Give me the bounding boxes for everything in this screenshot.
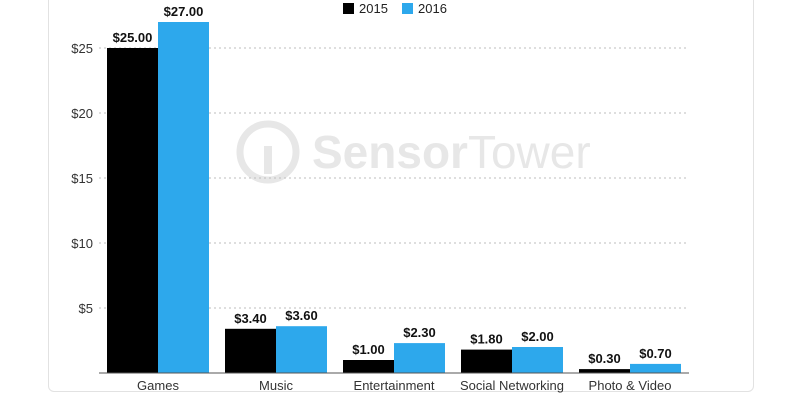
y-tick-label: $25 (71, 41, 93, 56)
y-tick-label: $20 (71, 106, 93, 121)
data-label: $1.00 (352, 342, 385, 357)
y-tick-label: $10 (71, 236, 93, 251)
x-tick-label: Photo & Video (589, 378, 672, 393)
bar-2016-1 (276, 326, 327, 373)
grid-lines (99, 47, 689, 309)
y-tick-label: $15 (71, 171, 93, 186)
bars: $25.00 $27.00 $3.40 $3.60 $1.00 $2.30 $1.80 $2.… (107, 4, 681, 373)
x-tick-label: Social Networking (460, 378, 564, 393)
bar-2016-0 (158, 22, 209, 373)
watermark-text-tower: Tower (468, 126, 591, 178)
x-tick-label: Entertainment (354, 378, 435, 393)
bar-2015-1 (225, 328, 276, 373)
data-label: $0.30 (588, 351, 621, 366)
data-label: $3.60 (285, 308, 318, 323)
bar-2016-3 (512, 347, 563, 373)
data-label: $2.00 (521, 329, 554, 344)
watermark-text-sensor: Sensor (312, 126, 468, 178)
y-axis: $5 $10 $15 $20 $25 (71, 41, 93, 316)
legend-swatch-2016 (402, 3, 413, 14)
bar-2016-2 (394, 343, 445, 373)
x-tick-label: Games (137, 378, 179, 393)
bar-2015-4 (579, 369, 630, 373)
data-label: $27.00 (164, 4, 204, 19)
bar-2015-3 (461, 349, 512, 373)
data-label: $0.70 (639, 346, 672, 361)
watermark-logo-icon (236, 120, 300, 184)
legend: 2015 2016 (343, 1, 447, 16)
data-label: $3.40 (234, 311, 267, 326)
watermark-text: SensorTower (312, 126, 591, 178)
data-label: $2.30 (403, 325, 436, 340)
data-label: $1.80 (470, 332, 503, 347)
x-axis: Games Music Entertainment Social Networking… (99, 372, 689, 393)
legend-label: 2016 (418, 1, 447, 16)
sensortower-watermark: SensorTower (236, 120, 591, 184)
bar-2016-4 (630, 363, 681, 373)
watermark-logo-stem (264, 146, 272, 174)
legend-swatch-2015 (343, 3, 354, 14)
y-tick-label: $5 (79, 301, 93, 316)
bar-2015-0 (107, 48, 158, 373)
x-tick-label: Music (259, 378, 293, 393)
legend-label: 2015 (359, 1, 388, 16)
bar-2015-2 (343, 360, 394, 373)
data-label: $25.00 (113, 30, 153, 45)
